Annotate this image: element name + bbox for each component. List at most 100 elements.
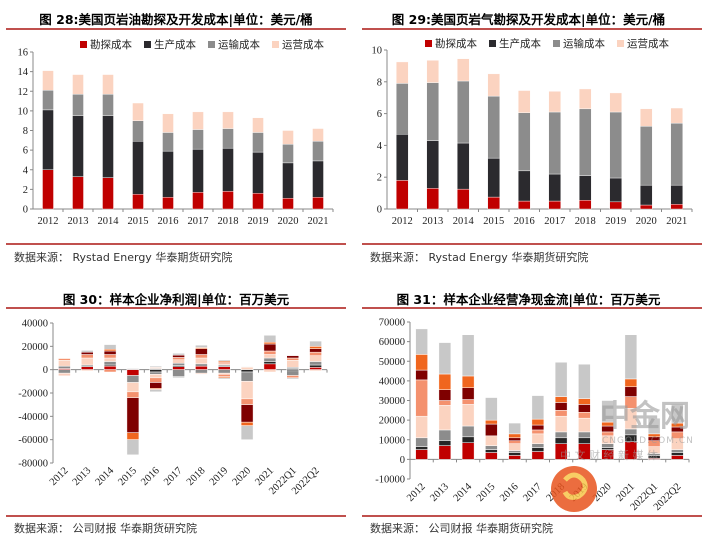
bar-segment (461, 334, 475, 377)
bar-segment (103, 344, 117, 350)
legend-label: 生产成本 (154, 38, 196, 51)
watermark-domain: CNGOLD.COM.CN (602, 436, 694, 446)
divider (6, 243, 346, 245)
y-tick-label: 12 (18, 87, 29, 98)
bar-segment (263, 369, 277, 373)
bar-segment (286, 377, 299, 380)
legend-label: 运营成本 (627, 37, 669, 50)
bar-segment (172, 376, 185, 379)
y-tick-label: 50000 (379, 357, 405, 368)
legend-label: 运输成本 (218, 38, 260, 51)
y-tick-label: 0 (23, 205, 28, 216)
chart-29-source: 数据来源： Rystad Energy 华泰期货研究院 (370, 251, 589, 264)
y-tick-label: 20000 (379, 416, 405, 427)
x-tick-label: 2021 (666, 216, 687, 227)
bar-segment (58, 374, 71, 376)
x-tick-label: 2019 (248, 216, 269, 227)
bar-segment (42, 70, 54, 91)
x-tick-label: 2018 (218, 216, 239, 227)
bar-segment (72, 74, 84, 95)
legend-label: 勘探成本 (90, 38, 132, 51)
bar-segment (531, 395, 545, 420)
chart-29-title: 图 29:美国页岩气勘探及开发成本|单位：美元/桶 (391, 12, 666, 27)
y-tick-label: 10000 (379, 435, 405, 446)
legend-swatch (617, 40, 624, 47)
y-tick-label: 8 (377, 77, 382, 88)
legend-swatch (272, 41, 279, 48)
y-tick-label: 0 (43, 365, 48, 376)
bar-segment (601, 400, 614, 423)
bar-segment (218, 377, 231, 380)
bar-segment (240, 365, 254, 367)
legend-label: 勘探成本 (435, 37, 477, 50)
bar-segment (218, 359, 231, 362)
y-tick-label: 4 (23, 165, 29, 176)
bar-segment (457, 58, 470, 82)
bar-segment (240, 425, 254, 440)
bar-segment (554, 361, 568, 397)
y-tick-label: 6 (377, 109, 382, 120)
bar-segment (487, 73, 500, 97)
legend-swatch (489, 40, 496, 47)
y-tick-label: -80000 (18, 459, 48, 470)
y-tick-label: 4 (377, 141, 383, 152)
divider (6, 28, 346, 30)
bar-segment (149, 365, 162, 368)
x-tick-label: 2015 (128, 216, 149, 227)
bar-segment (81, 369, 94, 372)
legend-swatch (80, 41, 87, 48)
watermark-slogan: 中 文 财 经 新 媒 体 (560, 449, 658, 462)
bar-segment (58, 357, 71, 359)
bar-segment (485, 397, 498, 421)
x-tick-label: 2016 (514, 216, 535, 227)
chart-31-source: 数据来源： 公司财报 华泰期货研究院 (370, 522, 553, 535)
bar-segment (286, 355, 299, 359)
legend-swatch (425, 40, 432, 47)
bar-segment (438, 342, 452, 375)
legend-label: 生产成本 (499, 37, 541, 50)
y-tick-label: 0 (377, 205, 382, 216)
x-tick-label: 2015 (483, 216, 504, 227)
divider (362, 243, 702, 245)
divider (362, 515, 702, 517)
bar-segment (252, 117, 264, 133)
y-tick-label: 60000 (379, 337, 405, 348)
bar-segment (81, 350, 94, 353)
bar-segment (396, 61, 409, 84)
watermark-brand: 中金网 (600, 399, 690, 434)
bar-segment (195, 372, 208, 375)
y-tick-label: -60000 (18, 435, 48, 446)
legend-swatch (553, 40, 560, 47)
bar-segment (132, 102, 144, 121)
y-tick-label: 14 (18, 67, 29, 78)
bar-segment (162, 113, 174, 133)
y-tick-label: 2 (377, 173, 382, 184)
y-tick-label: 40000 (379, 376, 405, 387)
chart-28-source: 数据来源： Rystad Energy 华泰期货研究院 (14, 251, 233, 264)
x-tick-label: 2020 (636, 216, 657, 227)
y-tick-label: 6 (23, 146, 28, 157)
x-tick-label: 2014 (98, 216, 120, 227)
bar-segment (172, 353, 185, 356)
bar-segment (195, 344, 208, 348)
bar-segment (578, 363, 591, 399)
bar-segment (222, 111, 234, 129)
chart-28-title: 图 28:美国页岩油勘探及开发成本|单位：美元/桶 (39, 12, 313, 27)
y-tick-label: 10 (18, 106, 29, 117)
divider (6, 307, 346, 309)
x-tick-label: 2019 (605, 216, 626, 227)
bar-segment (312, 128, 324, 142)
watermark-circle (551, 466, 597, 512)
y-tick-label: 0 (400, 455, 405, 466)
y-tick-label: 16 (18, 48, 29, 59)
x-tick-label: 2017 (188, 216, 209, 227)
divider (362, 307, 702, 309)
watermark-swirl-icon (562, 472, 588, 500)
legend-label: 运营成本 (282, 38, 324, 51)
y-tick-label: 70000 (379, 318, 405, 329)
x-tick-label: 2020 (278, 216, 299, 227)
bar-segment (609, 92, 622, 113)
